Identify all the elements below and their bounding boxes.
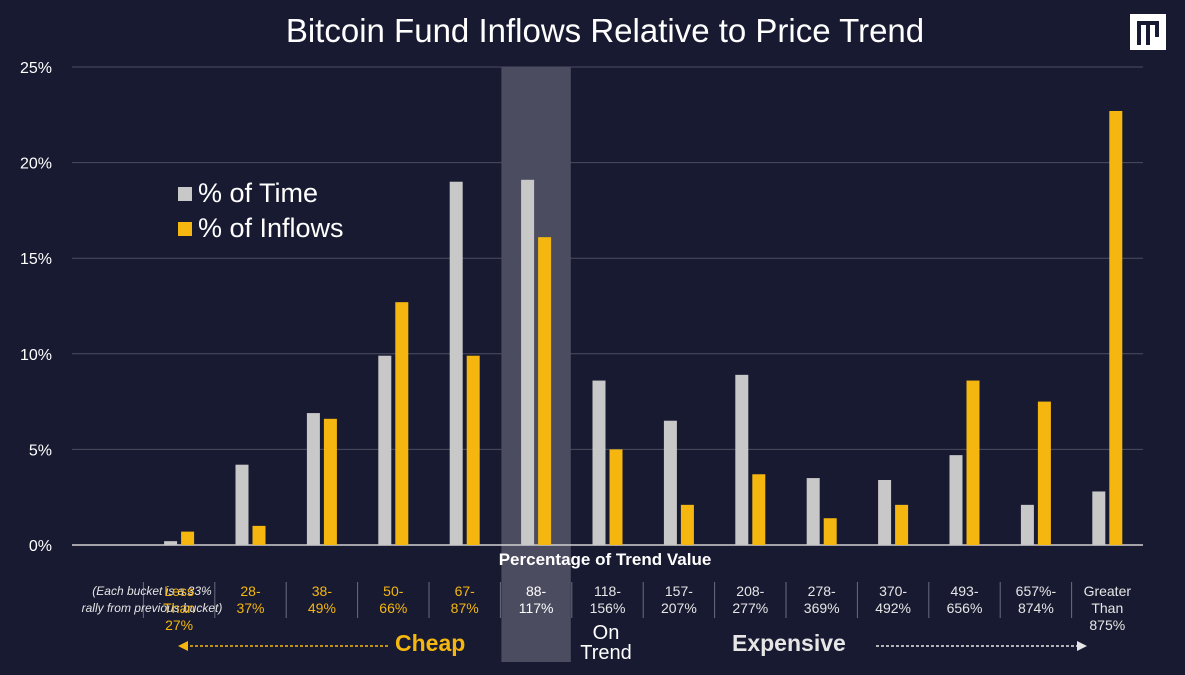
x-tick-label: 493- 656% (946, 583, 983, 616)
on-trend-highlight (501, 67, 571, 662)
bar-inflows (466, 355, 480, 545)
bar-time (806, 478, 820, 545)
bar-time (735, 374, 749, 545)
bucket-note-line1: (Each bucket is a 33% (92, 584, 212, 598)
x-tick-label: 28- 37% (236, 583, 265, 616)
bar-inflows (823, 518, 837, 545)
bar-time (521, 179, 535, 546)
chart-legend: % of Time % of Inflows (178, 176, 344, 246)
bar-inflows (1109, 110, 1123, 545)
x-tick-label: Greater Than 875% (1083, 583, 1132, 633)
x-tick-label: 50- 66% (379, 583, 408, 616)
chart-title: Bitcoin Fund Inflows Relative to Price T… (285, 12, 925, 49)
legend-label-time: % of Time (198, 178, 319, 208)
bar-time (949, 455, 963, 545)
cheap-arrowhead-icon (178, 641, 188, 651)
bar-inflows (752, 474, 766, 545)
x-tick-label: 88- 117% (518, 583, 554, 616)
bar-inflows (1037, 401, 1051, 545)
y-tick-label: 0% (29, 538, 52, 555)
bar-inflows (966, 380, 980, 545)
bar-inflows (895, 504, 909, 545)
x-axis-title: Percentage of Trend Value (498, 550, 712, 569)
x-tick-label: 157- 207% (660, 583, 697, 616)
x-tick-label: Less Than 27% (163, 583, 196, 633)
legend-item-inflows: % of Inflows (178, 211, 344, 246)
x-tick-label: 38- 49% (307, 583, 336, 616)
x-tick-label: 278- 369% (803, 583, 840, 616)
bar-inflows (181, 531, 195, 545)
bar-time (306, 413, 320, 545)
y-tick-label: 5% (29, 442, 52, 459)
bar-time (663, 420, 677, 545)
bar-inflows (395, 302, 409, 545)
bar-inflows (609, 449, 623, 545)
expensive-arrowhead-icon (1077, 641, 1087, 651)
legend-swatch-inflows (178, 221, 192, 236)
on-trend-label: On Trend (580, 622, 632, 664)
legend-swatch-time (178, 186, 192, 201)
bar-time (878, 479, 892, 545)
bar-inflows (680, 504, 694, 545)
bucket-note-line2: rally from previous bucket) (81, 601, 223, 615)
y-tick-label: 15% (20, 251, 52, 268)
bar-inflows (323, 418, 337, 545)
bucket-note: (Each bucket is a 33% rally from previou… (52, 583, 252, 617)
bar-time (235, 464, 249, 545)
bar-time (1020, 504, 1034, 545)
y-tick-label: 25% (20, 60, 52, 77)
brand-logo-icon (1130, 14, 1166, 50)
bar-time (1092, 491, 1106, 545)
x-tick-label: 657%- 874% (1015, 583, 1057, 616)
x-tick-label: 67- 87% (450, 583, 479, 616)
y-tick-label: 10% (20, 347, 52, 364)
legend-item-time: % of Time (178, 176, 344, 211)
x-tick-label: 370- 492% (875, 583, 911, 616)
bar-inflows (538, 237, 552, 545)
bar-inflows (252, 525, 266, 545)
x-tick-label: 118- 156% (589, 583, 626, 616)
bar-time (164, 541, 178, 545)
expensive-zone-label: Expensive (732, 630, 846, 656)
bar-time (449, 181, 463, 545)
y-tick-label: 20% (20, 156, 52, 173)
bar-time (592, 380, 606, 545)
bar-time (378, 355, 392, 545)
x-tick-label: 208- 277% (732, 583, 769, 616)
cheap-zone-label: Cheap (395, 630, 466, 656)
legend-label-inflows: % of Inflows (198, 213, 344, 243)
